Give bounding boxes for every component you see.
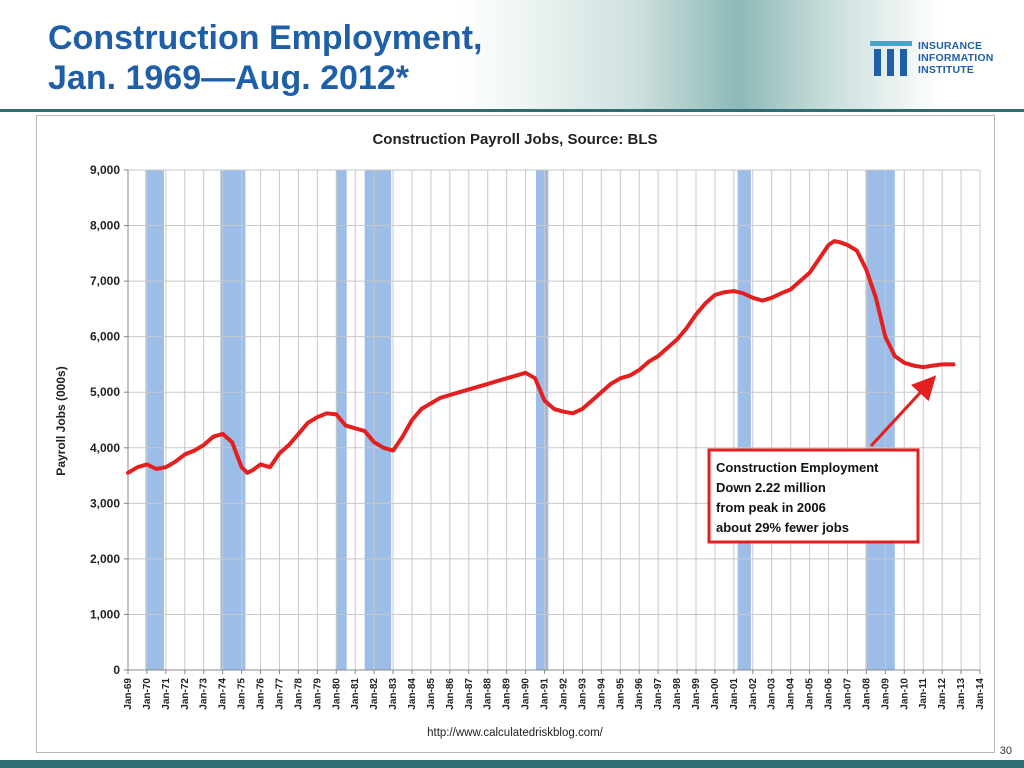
x-tick-label: Jan-07 (842, 678, 853, 710)
x-tick-label: Jan-13 (956, 678, 967, 710)
y-tick-label: 5,000 (90, 385, 120, 399)
callout-box (707, 448, 920, 544)
y-tick-label: 6,000 (90, 330, 120, 344)
x-tick-label: Jan-92 (558, 678, 569, 710)
x-tick-label: Jan-90 (521, 678, 532, 710)
y-tick-label: 0 (113, 663, 120, 677)
page-number: 30 (999, 745, 1012, 757)
y-tick-label: 2,000 (90, 552, 120, 566)
x-tick-label: Jan-84 (407, 678, 418, 710)
x-tick-label: Jan-00 (710, 678, 721, 710)
iii-logo-icon (870, 41, 912, 76)
x-tick-label: Jan-87 (464, 678, 475, 710)
construction-jobs-chart: 0 1,000 2,000 3,000 4,000 5,000 6,000 7,000 8,00… (54, 131, 986, 739)
x-tick-label: Jan-89 (502, 678, 513, 710)
y-tick-label: 4,000 (90, 441, 120, 455)
x-tick-label: Jan-04 (786, 678, 797, 710)
header-rule (0, 109, 1024, 112)
x-tick-label: Jan-73 (199, 678, 210, 710)
x-tick-label: Jan-97 (653, 678, 664, 710)
x-tick-label: Jan-12 (937, 678, 948, 710)
x-tick-label: Jan-79 (312, 678, 323, 710)
insurance-information-institute-logo: INSURANCE INFORMATION INSTITUTE (868, 38, 1018, 80)
y-tick-label: 8,000 (90, 219, 120, 233)
x-tick-label: Jan-02 (748, 678, 759, 710)
y-tick-label: 3,000 (90, 496, 120, 510)
y-tick-label: 1,000 (90, 607, 120, 621)
recession-band (364, 170, 392, 670)
series-line-construction-jobs (126, 239, 956, 475)
x-tick-label: Jan-70 (142, 678, 153, 710)
logo-line: INSURANCE (918, 40, 983, 52)
x-tick-label: Jan-05 (805, 678, 816, 710)
x-tick-label: Jan-96 (634, 678, 645, 710)
logo-line: INSTITUTE (918, 64, 975, 76)
x-tick-label: Jan-81 (350, 678, 361, 710)
recession-band (536, 170, 549, 670)
logo-text: INSURANCE INFORMATION INSTITUTE (918, 40, 994, 76)
x-tick-label: Jan-80 (331, 678, 342, 710)
chart-frame: 0 1,000 2,000 3,000 4,000 5,000 6,000 7,000 8,00… (36, 115, 995, 753)
recession-band (145, 170, 164, 670)
slide-title-line2: Jan. 1969—Aug. 2012* (48, 59, 409, 97)
callout-text-line: Down 2.22 million (716, 480, 826, 495)
x-tick-label: Jan-75 (237, 678, 248, 710)
x-tick-label: Jan-76 (256, 678, 267, 710)
x-tick-label: Jan-10 (899, 678, 910, 710)
y-tick-label: 7,000 (90, 274, 120, 288)
slide-title: Construction Employment, Jan. 1969—Aug. … (48, 18, 482, 98)
x-tick-label: Jan-95 (615, 678, 626, 710)
x-tick-label: Jan-69 (123, 678, 134, 710)
x-tick-label: Jan-88 (483, 678, 494, 710)
x-tick-label: Jan-11 (918, 678, 929, 710)
recession-band (865, 170, 895, 670)
x-tick-label: Jan-83 (388, 678, 399, 710)
slide-title-line1: Construction Employment, (48, 19, 483, 57)
footer-bar (0, 760, 1024, 768)
x-tick-label: Jan-01 (729, 678, 740, 710)
callout-text-line: about 29% fewer jobs (716, 520, 849, 535)
x-tick-label: Jan-06 (824, 678, 835, 710)
x-tick-label: Jan-98 (672, 678, 683, 710)
x-tick-label: Jan-94 (596, 678, 607, 710)
logo-line: INFORMATION (918, 52, 994, 64)
x-tick-label: Jan-86 (445, 678, 456, 710)
callout-text-line: from peak in 2006 (716, 500, 826, 515)
x-tick-label: Jan-03 (767, 678, 778, 710)
x-tick-label: Jan-71 (161, 678, 172, 710)
x-tick-label: Jan-99 (691, 678, 702, 710)
chart-title: Construction Payroll Jobs, Source: BLS (372, 131, 657, 148)
callout-arrow (869, 375, 937, 448)
x-tick-label: Jan-14 (975, 678, 986, 710)
y-tick-label: 9,000 (90, 163, 120, 177)
source-url: http://www.calculatedriskblog.com/ (427, 727, 604, 739)
header-band (0, 0, 1024, 110)
x-tick-label: Jan-85 (426, 678, 437, 710)
x-tick-label: Jan-08 (861, 678, 872, 710)
x-tick-label: Jan-09 (880, 678, 891, 710)
recession-band (737, 170, 751, 670)
x-tick-label: Jan-74 (218, 678, 229, 710)
x-tick-label: Jan-77 (274, 678, 285, 710)
x-tick-label: Jan-91 (540, 678, 551, 710)
x-tick-label: Jan-72 (180, 678, 191, 710)
x-tick-label: Jan-78 (293, 678, 304, 710)
x-tick-label: Jan-93 (577, 678, 588, 710)
y-axis-label: Payroll Jobs (000s) (54, 366, 68, 475)
callout-text-line: Construction Employment (716, 460, 879, 475)
x-tick-label: Jan-82 (369, 678, 380, 710)
